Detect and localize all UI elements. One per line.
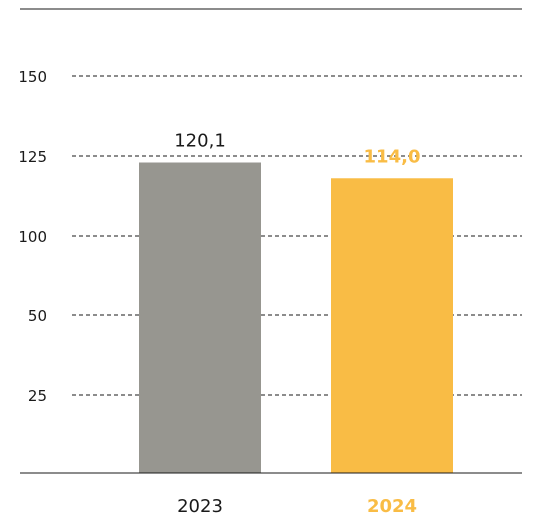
y-tick-label: 25: [28, 387, 47, 405]
category-label-2023: 2023: [177, 496, 223, 517]
bar-2024: [331, 178, 453, 473]
category-label-2024: 2024: [367, 496, 417, 517]
y-tick-label: 100: [18, 228, 47, 246]
y-tick-labels: 150 125 100 50 25: [18, 68, 47, 405]
y-tick-label: 125: [18, 148, 47, 166]
bar-2023: [139, 162, 261, 473]
value-label-2024: 114,0: [364, 146, 421, 167]
y-tick-label: 50: [28, 307, 47, 325]
y-tick-label: 150: [18, 68, 47, 86]
value-label-2023: 120,1: [174, 131, 226, 152]
